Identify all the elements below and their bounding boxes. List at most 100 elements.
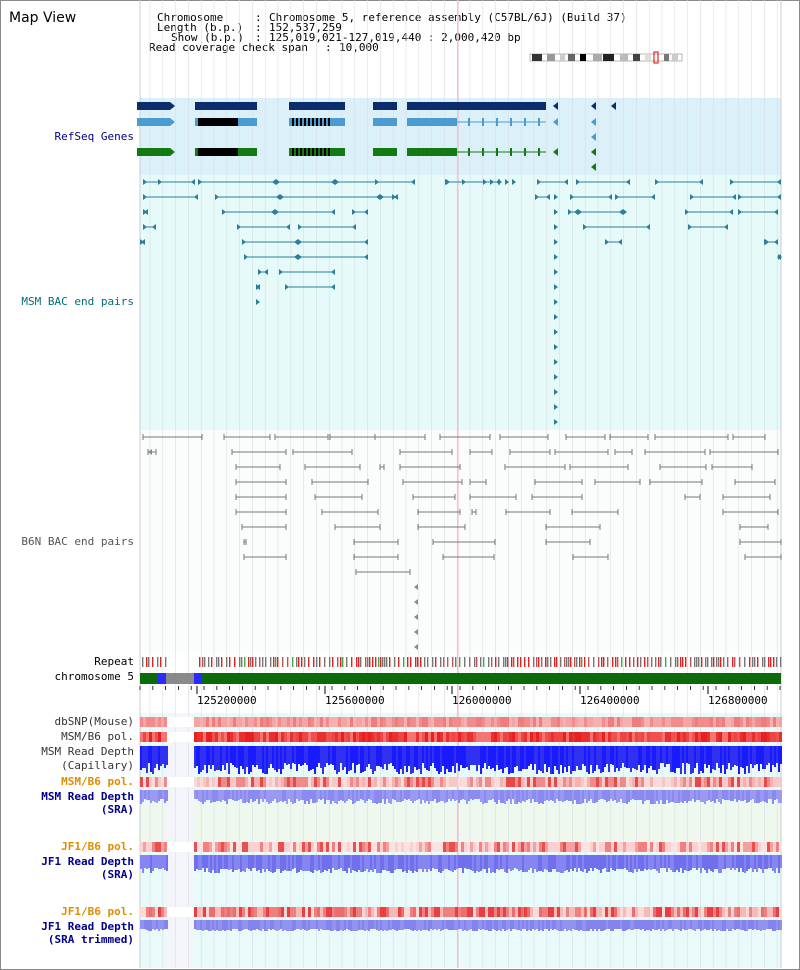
depth-bar: [268, 920, 270, 929]
track-label-jf1-depth-trimmed-sub: (SRA trimmed): [47, 933, 134, 946]
depth-bar: [210, 790, 212, 803]
depth-bar: [512, 920, 514, 929]
heat-cell: [266, 732, 269, 742]
track-label-jf1-depth-trimmed[interactable]: JF1 Read Depth: [41, 920, 134, 933]
heat-cell: [161, 732, 164, 742]
heat-cell: [350, 907, 353, 917]
depth-bar: [686, 790, 688, 803]
heat-cell: [344, 732, 347, 742]
depth-bar: [340, 855, 342, 868]
depth-bar: [376, 920, 378, 930]
heat-cell: [317, 842, 320, 852]
heat-cell: [776, 777, 779, 787]
depth-bar: [752, 920, 754, 930]
depth-bar: [304, 855, 306, 871]
repeat-element: [208, 657, 210, 667]
track-label-msm-depth-capillary[interactable]: MSM Read Depth: [41, 745, 134, 758]
depth-bar: [560, 790, 562, 801]
heat-cell: [188, 842, 191, 852]
depth-bar: [212, 920, 214, 930]
depth-bar: [754, 855, 756, 869]
heat-cell: [776, 732, 779, 742]
axis-tick-label: 125600000: [325, 694, 385, 707]
heat-cell: [455, 732, 458, 742]
depth-bar: [572, 746, 574, 771]
track-label-refseq-genes[interactable]: RefSeq Genes: [54, 130, 134, 143]
depth-bar: [610, 920, 612, 931]
heat-cell: [335, 842, 338, 852]
track-label-msm-bac[interactable]: MSM BAC end pairs: [21, 295, 134, 308]
track-label-repeat[interactable]: Repeat: [94, 655, 134, 668]
heat-cell: [200, 777, 203, 787]
depth-bar: [496, 746, 498, 765]
depth-bar: [268, 790, 270, 804]
depth-bar: [350, 746, 352, 770]
track-label-b6n-bac[interactable]: B6N BAC end pairs: [21, 535, 134, 548]
track-label-jf1-b6-pol-2[interactable]: JF1/B6 pol.: [61, 905, 134, 918]
repeat-element: [152, 657, 154, 667]
depth-bar: [248, 746, 250, 774]
track-label-msm-depth-sra[interactable]: MSM Read Depth: [41, 790, 134, 803]
depth-bar: [196, 855, 198, 869]
depth-bar: [570, 920, 572, 931]
heat-cell: [626, 732, 629, 742]
depth-bar: [448, 746, 450, 772]
repeat-element: [358, 657, 360, 667]
heat-cell: [623, 732, 626, 742]
depth-bar: [306, 920, 308, 931]
repeat-element: [146, 657, 148, 667]
heat-cell: [602, 907, 605, 917]
depth-bar: [496, 790, 498, 804]
heat-cell: [764, 842, 767, 852]
heat-cell: [482, 717, 485, 727]
depth-bar: [480, 855, 482, 871]
heat-cell: [677, 717, 680, 727]
heat-cell: [248, 732, 251, 742]
heat-cell: [245, 777, 248, 787]
heat-cell: [467, 777, 470, 787]
depth-bar: [240, 920, 242, 931]
track-label-jf1-depth-sra[interactable]: JF1 Read Depth: [41, 855, 134, 868]
depth-bar: [266, 920, 268, 931]
track-label-dbsnp[interactable]: dbSNP(Mouse): [54, 715, 134, 728]
depth-bar: [602, 920, 604, 931]
heat-cell: [374, 907, 377, 917]
depth-bar: [622, 790, 624, 803]
depth-bar: [692, 746, 694, 773]
heat-cell: [629, 732, 632, 742]
track-label-msm-b6-pol[interactable]: MSM/B6 pol.: [61, 730, 134, 743]
heat-cell: [332, 777, 335, 787]
depth-bar: [416, 855, 418, 872]
depth-bar: [568, 920, 570, 930]
depth-bar: [164, 790, 166, 803]
track-label-msm-b6-pol-2[interactable]: MSM/B6 pol.: [61, 775, 134, 788]
heat-cell: [419, 842, 422, 852]
heat-cell: [644, 907, 647, 917]
repeat-element: [579, 657, 581, 667]
track-shape: [143, 224, 147, 230]
track-shape: [170, 148, 175, 156]
heat-cell: [692, 842, 695, 852]
heat-cell: [209, 717, 212, 727]
heat-cell: [572, 732, 575, 742]
heat-cell: [602, 717, 605, 727]
repeat-element: [713, 657, 715, 667]
repeat-element: [744, 657, 746, 667]
heat-cell: [767, 907, 770, 917]
track-shape: [468, 148, 470, 156]
track-label-jf1-b6-pol[interactable]: JF1/B6 pol.: [61, 840, 134, 853]
heat-cell: [236, 907, 239, 917]
heat-cell: [698, 717, 701, 727]
depth-bar: [306, 746, 308, 765]
chromosome-ideogram[interactable]: [529, 51, 683, 64]
heat-cell: [212, 717, 215, 727]
depth-bar: [656, 920, 658, 930]
depth-bar: [330, 920, 332, 931]
repeat-element: [718, 657, 720, 667]
depth-bar: [366, 855, 368, 869]
depth-bar: [716, 790, 718, 799]
heat-cell: [509, 907, 512, 917]
heat-cell: [503, 777, 506, 787]
heat-cell: [518, 777, 521, 787]
repeat-element: [234, 657, 236, 667]
